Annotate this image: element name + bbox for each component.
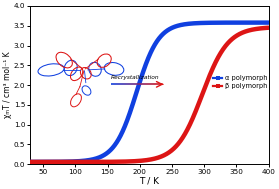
Legend: α polymorph, β polymorph: α polymorph, β polymorph xyxy=(213,75,268,89)
Text: Recrystallization: Recrystallization xyxy=(111,75,160,80)
X-axis label: T / K: T / K xyxy=(140,177,159,186)
Y-axis label: χₘT / cm³ mol⁻¹ K: χₘT / cm³ mol⁻¹ K xyxy=(3,52,13,119)
